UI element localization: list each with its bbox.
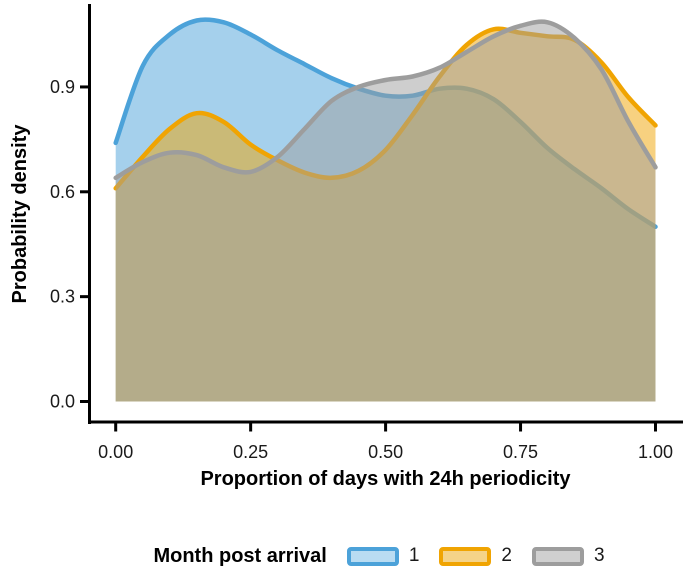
x-tick-label: 1.00 <box>638 442 673 462</box>
y-tick <box>80 295 88 299</box>
legend-swatch-month-3 <box>531 546 584 566</box>
x-tick <box>654 423 657 432</box>
y-tick-label: 0.0 <box>50 392 75 412</box>
legend-item-label: 3 <box>593 545 605 566</box>
legend-item-label: 2 <box>501 545 512 566</box>
y-tick <box>80 85 88 89</box>
x-tick-label: 0.75 <box>503 442 538 462</box>
x-tick <box>384 423 388 432</box>
legend-title: Month post arrival <box>153 544 327 567</box>
x-axis-line <box>88 420 683 424</box>
legend: Month post arrival 1 2 3 <box>0 537 685 575</box>
legend-item-month-2: 2 <box>439 545 512 567</box>
x-tick-label: 0.25 <box>233 442 268 462</box>
x-tick <box>519 423 523 432</box>
y-tick <box>80 400 88 403</box>
legend-swatch-month-1 <box>346 546 399 566</box>
x-tick-label: 0.00 <box>98 442 133 462</box>
y-axis-line <box>88 4 91 424</box>
y-tick-label: 0.6 <box>50 182 75 202</box>
x-tick <box>249 423 253 432</box>
legend-item-label: 1 <box>408 545 420 566</box>
density-curve-month-3 <box>113 19 658 181</box>
y-tick-label: 0.3 <box>50 287 75 307</box>
x-axis-title: Proportion of days with 24h periodicity <box>200 468 571 490</box>
y-axis-title: Probability density <box>9 124 31 304</box>
legend-item-month-3: 3 <box>531 545 605 567</box>
x-tick <box>114 423 118 432</box>
y-tick <box>80 190 88 194</box>
chart-canvas: 0.0 0.3 0.6 0.9 0.00 0.25 0.50 0.75 1.00 Proporti… <box>9 4 683 490</box>
legend-swatch-month-2 <box>439 546 492 566</box>
y-tick-label: 0.9 <box>50 77 75 97</box>
legend-item-month-1: 1 <box>346 545 420 567</box>
x-tick-label: 0.50 <box>368 442 403 462</box>
density-area-month-3 <box>115 21 656 402</box>
